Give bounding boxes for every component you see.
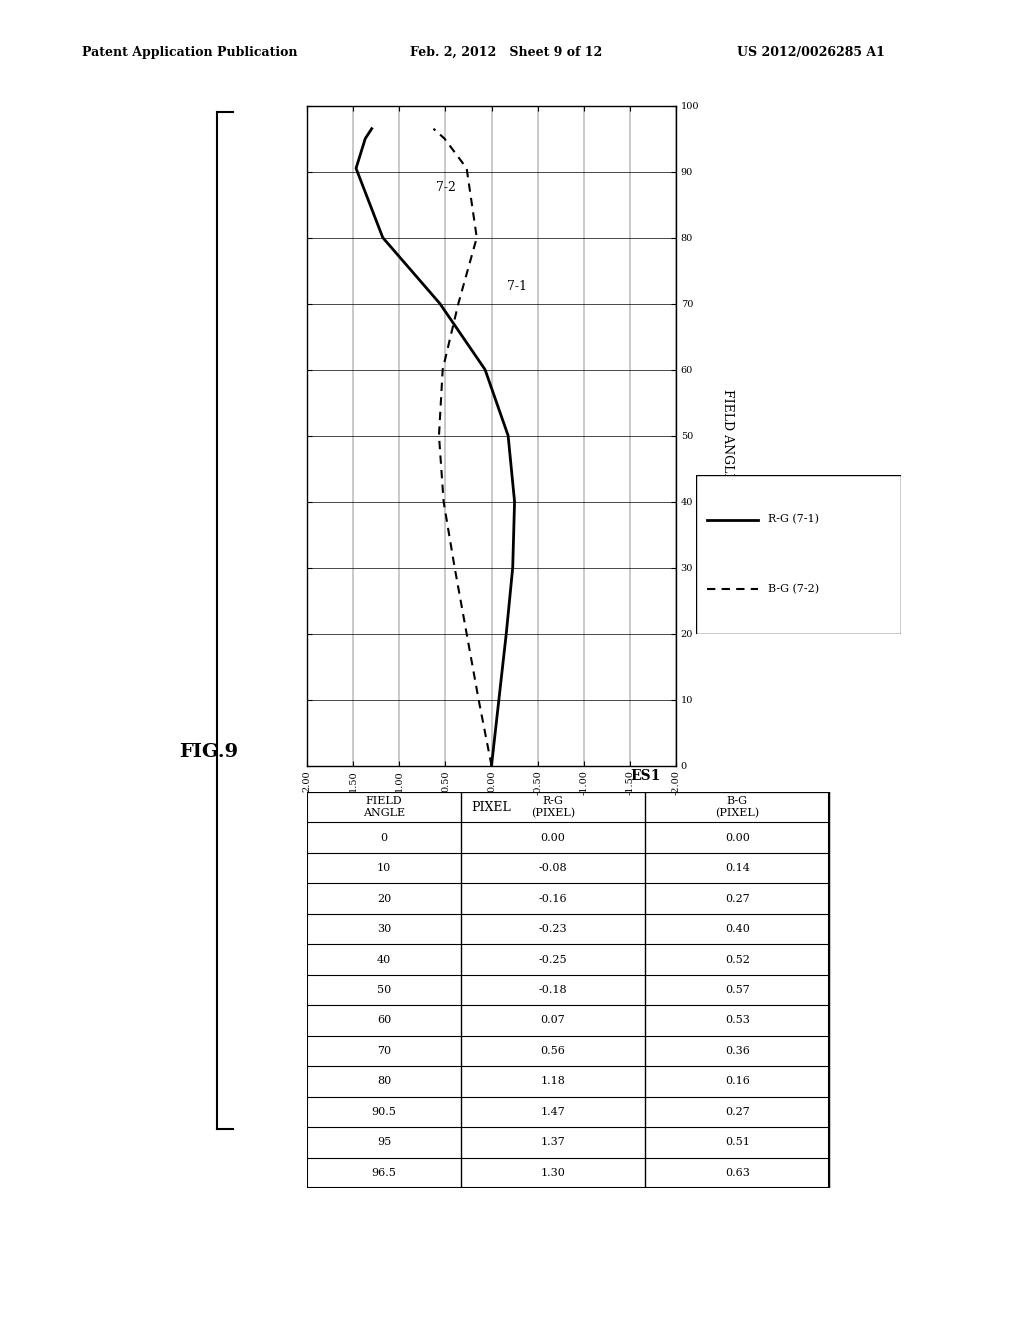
B-G (7-2) [436,362,449,378]
R-G (7-1) [485,758,498,774]
Line: R-G (7-1): R-G (7-1) [356,129,514,766]
Text: 0: 0 [381,833,387,842]
Text: 0.14: 0.14 [725,863,750,873]
R-G (7-1) [493,692,505,708]
Text: 1.47: 1.47 [541,1107,565,1117]
R-G (7-1) [507,560,519,576]
Text: 1.18: 1.18 [541,1076,565,1086]
B-G (7-2) [472,692,484,708]
Text: R-G (7-1): R-G (7-1) [768,515,819,525]
Text: 0.36: 0.36 [725,1045,750,1056]
B-G (7-2) [437,494,450,510]
Text: Patent Application Publication: Patent Application Publication [82,46,297,59]
Text: 70: 70 [377,1045,391,1056]
Text: B-G (7-2): B-G (7-2) [768,583,819,594]
Bar [307,792,829,1188]
Line: B-G (7-2): B-G (7-2) [433,129,492,766]
Text: US 2012/0026285 A1: US 2012/0026285 A1 [737,46,885,59]
Text: 40: 40 [377,954,391,965]
Text: 0.51: 0.51 [725,1138,750,1147]
Text: 0.52: 0.52 [725,954,750,965]
Text: 0.57: 0.57 [725,985,750,995]
Text: 96.5: 96.5 [372,1168,396,1177]
Text: 0.53: 0.53 [725,1015,750,1026]
R-G (7-1) [434,296,446,312]
R-G (7-1) [502,428,514,444]
Text: 90.5: 90.5 [372,1107,396,1117]
B-G (7-2) [485,758,498,774]
Text: 30: 30 [377,924,391,935]
X-axis label: PIXEL: PIXEL [472,801,511,814]
R-G (7-1) [508,494,520,510]
B-G (7-2) [471,230,483,246]
Text: 20: 20 [377,894,391,904]
Text: 50: 50 [377,985,391,995]
Text: 0.00: 0.00 [725,833,750,842]
Text: 60: 60 [377,1015,391,1026]
Text: 0.07: 0.07 [541,1015,565,1026]
Text: 0.27: 0.27 [725,1107,750,1117]
B-G (7-2) [453,296,465,312]
Text: 95: 95 [377,1138,391,1147]
Text: 0.63: 0.63 [725,1168,750,1177]
B-G (7-2) [438,131,451,147]
R-G (7-1) [359,131,372,147]
Text: Feb. 2, 2012   Sheet 9 of 12: Feb. 2, 2012 Sheet 9 of 12 [410,46,602,59]
R-G (7-1) [500,626,512,642]
Text: ES1: ES1 [630,768,660,783]
R-G (7-1) [366,121,378,137]
Text: -0.23: -0.23 [539,924,567,935]
Text: 0.27: 0.27 [725,894,750,904]
Text: 7-1: 7-1 [507,280,527,293]
Text: 0.00: 0.00 [541,833,565,842]
B-G (7-2) [449,560,461,576]
Text: 10: 10 [377,863,391,873]
Y-axis label: FIELD ANGLE: FIELD ANGLE [721,389,734,482]
Text: 7-2: 7-2 [435,181,456,194]
Text: -0.16: -0.16 [539,894,567,904]
Text: FIG.9: FIG.9 [179,743,239,762]
Text: 1.30: 1.30 [541,1168,565,1177]
Text: -0.18: -0.18 [539,985,567,995]
Text: 80: 80 [377,1076,391,1086]
Text: R-G
(PIXEL): R-G (PIXEL) [530,796,575,818]
Text: 1.37: 1.37 [541,1138,565,1147]
Text: 0.16: 0.16 [725,1076,750,1086]
Text: -0.08: -0.08 [539,863,567,873]
Text: -0.25: -0.25 [539,954,567,965]
Text: 0.56: 0.56 [541,1045,565,1056]
B-G (7-2) [461,161,473,177]
B-G (7-2) [461,626,473,642]
R-G (7-1) [350,161,362,177]
B-G (7-2) [427,121,439,137]
FancyBboxPatch shape [696,475,901,634]
Text: FIELD
ANGLE: FIELD ANGLE [362,796,406,818]
B-G (7-2) [433,428,445,444]
R-G (7-1) [479,362,492,378]
Text: B-G
(PIXEL): B-G (PIXEL) [715,796,760,818]
Text: 0.40: 0.40 [725,924,750,935]
R-G (7-1) [377,230,389,246]
